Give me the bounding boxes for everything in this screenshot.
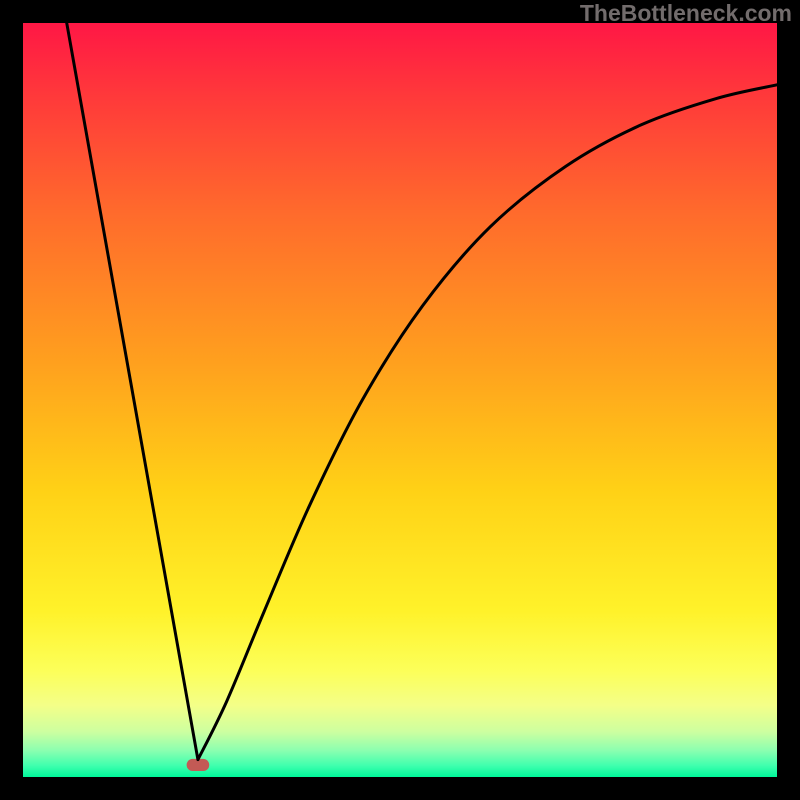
plot-background [23,23,777,777]
bottleneck-chart [0,0,800,800]
chart-container: TheBottleneck.com [0,0,800,800]
watermark-text: TheBottleneck.com [580,0,792,27]
